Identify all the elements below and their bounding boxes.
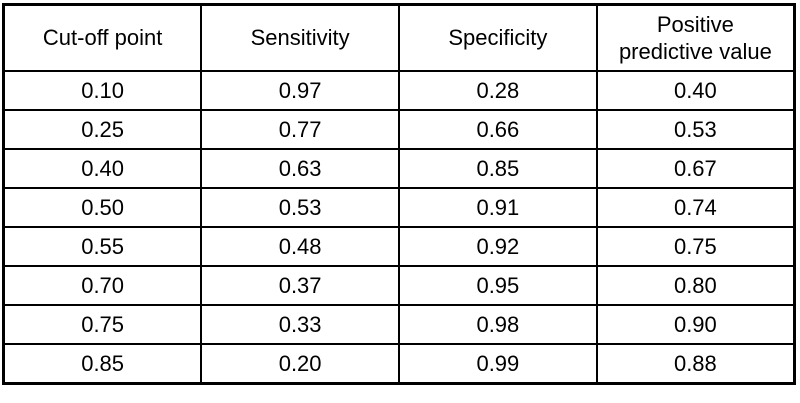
cell-sensitivity: 0.97 — [200, 70, 400, 111]
cell-specificity: 0.98 — [398, 304, 598, 345]
table-row: 0.10 0.97 0.28 0.40 — [2, 70, 796, 111]
cell-specificity: 0.28 — [398, 70, 598, 111]
cell-specificity: 0.95 — [398, 265, 598, 306]
cell-positive-predictive-value: 0.40 — [595, 70, 796, 111]
cell-positive-predictive-value: 0.80 — [595, 265, 796, 306]
cell-sensitivity: 0.48 — [200, 226, 400, 267]
cell-positive-predictive-value: 0.75 — [595, 226, 796, 267]
table-row: 0.50 0.53 0.91 0.74 — [2, 187, 796, 228]
cell-sensitivity: 0.63 — [200, 148, 400, 189]
header-cell-specificity: Specificity — [398, 3, 598, 72]
cell-specificity: 0.91 — [398, 187, 598, 228]
cell-specificity: 0.99 — [398, 343, 598, 385]
cell-cutoff-point: 0.50 — [2, 187, 203, 228]
cell-cutoff-point: 0.55 — [2, 226, 203, 267]
header-cell-cutoff-point: Cut-off point — [2, 3, 203, 72]
cell-cutoff-point: 0.10 — [2, 70, 203, 111]
cell-cutoff-point: 0.40 — [2, 148, 203, 189]
diagnostic-stats-table-container: Cut-off point Sensitivity Specificity Po… — [2, 3, 796, 385]
diagnostic-stats-table: Cut-off point Sensitivity Specificity Po… — [2, 3, 796, 385]
cell-positive-predictive-value: 0.67 — [595, 148, 796, 189]
header-cell-sensitivity: Sensitivity — [200, 3, 400, 72]
table-row: 0.75 0.33 0.98 0.90 — [2, 304, 796, 345]
table-header: Cut-off point Sensitivity Specificity Po… — [2, 3, 796, 72]
cell-cutoff-point: 0.70 — [2, 265, 203, 306]
table-row: 0.55 0.48 0.92 0.75 — [2, 226, 796, 267]
cell-cutoff-point: 0.85 — [2, 343, 203, 385]
cell-positive-predictive-value: 0.88 — [595, 343, 796, 385]
cell-cutoff-point: 0.25 — [2, 109, 203, 150]
cell-positive-predictive-value: 0.90 — [595, 304, 796, 345]
header-row: Cut-off point Sensitivity Specificity Po… — [2, 3, 796, 72]
cell-sensitivity: 0.53 — [200, 187, 400, 228]
cell-cutoff-point: 0.75 — [2, 304, 203, 345]
cell-sensitivity: 0.20 — [200, 343, 400, 385]
cell-positive-predictive-value: 0.53 — [595, 109, 796, 150]
cell-sensitivity: 0.37 — [200, 265, 400, 306]
cell-specificity: 0.92 — [398, 226, 598, 267]
table-row: 0.85 0.20 0.99 0.88 — [2, 343, 796, 385]
cell-sensitivity: 0.33 — [200, 304, 400, 345]
cell-specificity: 0.85 — [398, 148, 598, 189]
header-cell-positive-predictive-value: Positive predictive value — [595, 3, 796, 72]
table-row: 0.70 0.37 0.95 0.80 — [2, 265, 796, 306]
cell-positive-predictive-value: 0.74 — [595, 187, 796, 228]
table-body: 0.10 0.97 0.28 0.40 0.25 0.77 0.66 0.53 … — [2, 70, 796, 385]
cell-specificity: 0.66 — [398, 109, 598, 150]
cell-sensitivity: 0.77 — [200, 109, 400, 150]
table-row: 0.25 0.77 0.66 0.53 — [2, 109, 796, 150]
table-row: 0.40 0.63 0.85 0.67 — [2, 148, 796, 189]
